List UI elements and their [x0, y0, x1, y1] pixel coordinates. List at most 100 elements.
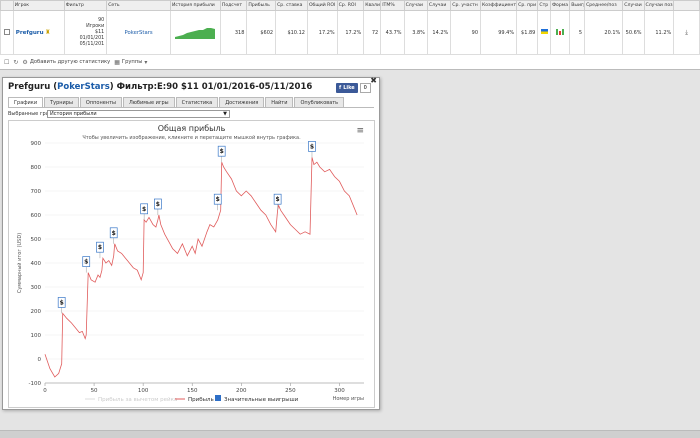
x-tick-label: 0: [43, 388, 47, 394]
profit-chart[interactable]: Общая прибыль Чтобы увеличить изображение…: [8, 120, 375, 408]
add-stats-button[interactable]: ⚙ Добавить другую статистику: [22, 59, 110, 66]
panel-tab[interactable]: Графики: [8, 97, 44, 107]
column-header[interactable]: Игрок: [12, 0, 65, 11]
panel-tab[interactable]: Любимые игры: [122, 97, 175, 107]
form-bars-icon: [550, 10, 571, 55]
cases1-cell: 3.8%: [403, 10, 428, 55]
column-header[interactable]: Случаи поз: [643, 0, 675, 11]
panel-player-name: Prefguru: [8, 82, 51, 92]
cases3-cell: 50.6%: [622, 10, 645, 55]
big-win-marker: [140, 203, 148, 215]
legend-item-rake: Прибыль за вычетом рейка: [98, 396, 177, 403]
column-header[interactable]: ITM%: [380, 0, 405, 11]
menu-icon[interactable]: ≡: [356, 126, 364, 136]
y-tick-label: 200: [31, 309, 42, 315]
x-tick-label: 50: [91, 388, 98, 394]
player-link[interactable]: Prefguru: [15, 30, 44, 36]
avg-roi-cell: 17.2%: [336, 10, 365, 55]
facebook-like: f Like 0: [336, 83, 371, 93]
legend-item-profit: Прибыль: [188, 397, 214, 403]
column-header[interactable]: Случаи: [426, 0, 452, 11]
column-header[interactable]: Подсчет: [219, 0, 248, 11]
chart-title: Общая прибыль: [158, 124, 226, 133]
add-stats-label: Добавить другую статистику: [29, 59, 111, 65]
table-row: Prefguru ♜ 90 Игроки $11 01/01/201 05/11/201…: [0, 10, 700, 55]
coefficient-cell: 99.4%: [480, 10, 518, 55]
profit-series-line: [44, 157, 358, 378]
trophy-icon: ♜: [45, 29, 51, 36]
filter-line: 05/11/201: [79, 41, 105, 47]
big-win-marker: [213, 193, 222, 205]
panel-tab[interactable]: Опубликовать: [294, 97, 345, 107]
checkbox-icon[interactable]: ☐: [4, 58, 10, 66]
column-header[interactable]: Коэффициент: [480, 0, 518, 11]
big-win-marker: [154, 198, 162, 210]
count-cell: 318: [219, 10, 248, 55]
graph-select-label: Выбранные графики:: [8, 111, 65, 117]
column-header[interactable]: Форма: [550, 0, 571, 11]
column-header[interactable]: [0, 0, 14, 11]
big-win-marker: [273, 193, 282, 205]
big-win-symbol: $: [142, 206, 146, 213]
close-icon[interactable]: ✖: [370, 76, 377, 85]
facebook-like-count: 0: [359, 83, 371, 93]
panel-tab[interactable]: Турниры: [44, 97, 79, 107]
big-win-marker: [217, 145, 226, 157]
avg-pos-cell: 20.1%: [584, 10, 624, 55]
y-tick-label: 600: [31, 213, 42, 219]
qualif-cell: 72: [363, 10, 382, 55]
graph-select[interactable]: История прибыли ▼: [47, 110, 230, 118]
panel-tab[interactable]: Найти: [265, 97, 294, 107]
column-header[interactable]: Ср. ставка: [275, 0, 308, 11]
big-win-symbol: $: [156, 201, 160, 208]
cases-pos-cell: 11.2%: [643, 10, 675, 55]
column-header[interactable]: Общий ROI: [306, 0, 338, 11]
x-tick-label: 150: [187, 388, 198, 394]
site-cell[interactable]: PokerStars: [106, 10, 171, 55]
sparkline-chart: [175, 27, 216, 39]
legend-item-big-wins: Значительные выигрыши: [224, 397, 299, 403]
refresh-icon[interactable]: ↻: [13, 58, 19, 66]
y-tick-label: 300: [31, 285, 42, 291]
player-graph-panel: ✖ Prefguru (PokerStars) Фильтр:E:90 $11 …: [2, 76, 380, 410]
x-tick-label: 100: [138, 388, 149, 394]
column-header[interactable]: История прибыли: [169, 0, 221, 11]
groups-button[interactable]: ▦ Группы ▾: [114, 59, 147, 66]
column-header[interactable]: Квалиф: [363, 0, 382, 11]
facebook-like-button[interactable]: f Like: [336, 83, 358, 93]
y-tick-label: 400: [31, 261, 42, 267]
filter-line: 01/01/201: [79, 35, 105, 41]
row-checkbox[interactable]: [0, 10, 14, 55]
panel-site-name[interactable]: PokerStars: [57, 82, 110, 92]
panel-tabs: Графики Турниры Оппоненты Любимые игры Стати…: [8, 97, 345, 107]
column-header[interactable]: Ср. участн: [450, 0, 482, 11]
facebook-icon: f: [339, 85, 342, 91]
column-header[interactable]: [673, 0, 700, 11]
column-header[interactable]: Прибыль: [246, 0, 277, 11]
column-header[interactable]: Ср. при: [516, 0, 539, 11]
column-header[interactable]: Случаи: [403, 0, 428, 11]
player-cell[interactable]: Prefguru ♜: [12, 10, 65, 55]
profit-sparkline[interactable]: [169, 10, 221, 55]
panel-tab[interactable]: Достижения: [219, 97, 265, 107]
panel-tab[interactable]: Оппоненты: [79, 97, 122, 107]
column-header[interactable]: Выигр: [569, 0, 586, 11]
column-header[interactable]: Стр: [537, 0, 552, 11]
big-win-marker: [57, 297, 66, 308]
column-header[interactable]: Сеть: [106, 0, 171, 11]
column-header[interactable]: Среднее/поз: [584, 0, 624, 11]
column-header[interactable]: Ср. ROI: [336, 0, 365, 11]
y-tick-label: -100: [29, 381, 42, 387]
y-tick-label: 0: [38, 357, 42, 363]
avg-participants-cell: 90: [450, 10, 482, 55]
panel-tab[interactable]: Статистика: [175, 97, 219, 107]
grid-icon: ▦: [114, 58, 120, 66]
big-win-symbol: $: [310, 143, 314, 150]
column-header[interactable]: Случаи: [622, 0, 645, 11]
site-link[interactable]: PokerStars: [124, 29, 153, 36]
column-header[interactable]: Фильтр: [63, 0, 108, 11]
big-win-marker: [308, 141, 316, 152]
y-tick-label: 100: [31, 333, 42, 339]
row-action-icon[interactable]: ⤓: [673, 10, 700, 55]
